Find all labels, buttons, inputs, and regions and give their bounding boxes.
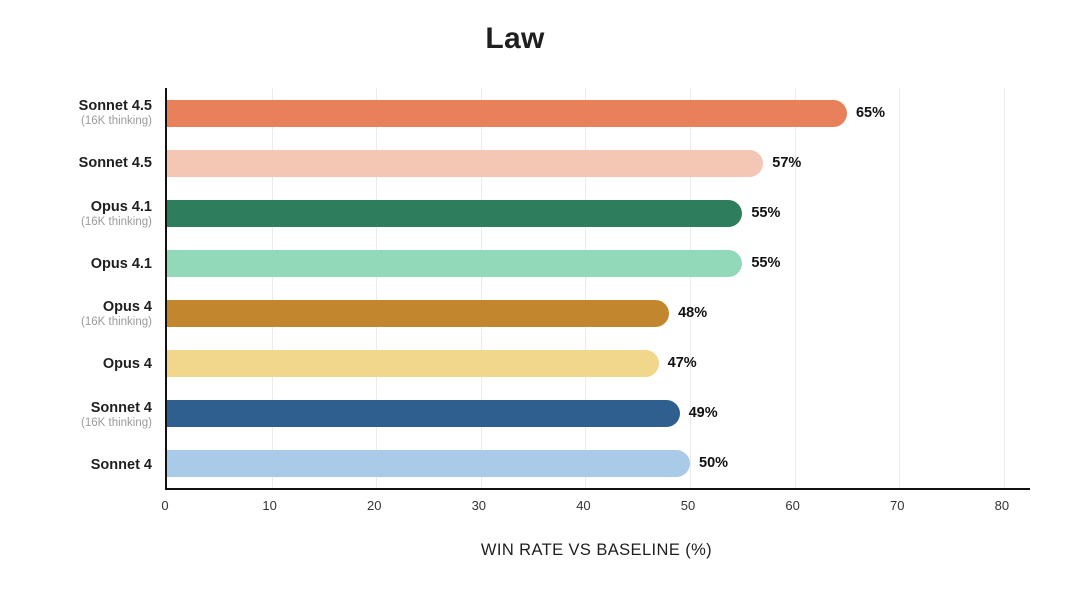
bar-value-label: 48% bbox=[678, 305, 708, 321]
bar-label-row: Sonnet 4.5 (16K thinking) bbox=[0, 88, 165, 138]
gridline bbox=[1003, 88, 1005, 488]
x-tick-label: 30 bbox=[471, 498, 487, 513]
bar-row: 49% bbox=[167, 388, 1030, 438]
x-tick-label: 20 bbox=[366, 498, 382, 513]
bar-row: 55% bbox=[167, 238, 1030, 288]
x-tick-label: 50 bbox=[680, 498, 696, 513]
bar-row: 65% bbox=[167, 88, 1030, 138]
bar-value-label: 65% bbox=[855, 105, 885, 121]
bar-rows: 65% 57% 55% 55% 48% 47% 49% 50% bbox=[167, 88, 1030, 488]
bar-row: 55% bbox=[167, 188, 1030, 238]
bar-row: 48% bbox=[167, 288, 1030, 338]
bar bbox=[167, 349, 659, 377]
plot-area: 65% 57% 55% 55% 48% 47% 49% 50% bbox=[165, 88, 1030, 490]
bar bbox=[167, 299, 670, 327]
bar-label-row: Sonnet 4 (16K thinking) bbox=[0, 390, 165, 440]
bar-label-row: Sonnet 4.5 bbox=[0, 138, 165, 188]
x-tick-label: 60 bbox=[785, 498, 800, 513]
bar-label-row: Opus 4 (16K thinking) bbox=[0, 289, 165, 339]
bar bbox=[167, 99, 847, 127]
bar-value-label: 55% bbox=[751, 205, 781, 221]
gridline bbox=[271, 88, 273, 488]
bar-row: 57% bbox=[167, 138, 1030, 188]
bar-label-row: Sonnet 4 bbox=[0, 440, 165, 490]
gridline bbox=[480, 88, 482, 488]
bar-value-label: 47% bbox=[667, 355, 697, 371]
bar-label: Opus 4.1 bbox=[90, 255, 152, 272]
gridline bbox=[899, 88, 901, 488]
bar-label: Sonnet 4.5 bbox=[78, 155, 152, 172]
bar-label-row: Opus 4.1 bbox=[0, 239, 165, 289]
bar-label-row: Opus 4.1 (16K thinking) bbox=[0, 189, 165, 239]
x-tick-label: 80 bbox=[994, 498, 1010, 513]
bar-sublabel: (16K thinking) bbox=[81, 416, 152, 429]
bar-value-label: 57% bbox=[772, 155, 802, 171]
bar bbox=[167, 249, 743, 277]
bar-row: 47% bbox=[167, 338, 1030, 388]
bar-label: Sonnet 4 bbox=[90, 399, 152, 416]
gridline bbox=[585, 88, 587, 488]
gridline bbox=[690, 88, 692, 488]
x-tick-label: 70 bbox=[890, 498, 905, 513]
gridline bbox=[376, 88, 378, 488]
x-tick-label: 40 bbox=[576, 498, 591, 513]
chart-body: Sonnet 4.5 (16K thinking) Sonnet 4.5 Opus 4… bbox=[0, 88, 1030, 490]
bar-label: Sonnet 4 bbox=[90, 456, 152, 473]
x-axis-label: WIN RATE VS BASELINE (%) bbox=[480, 541, 713, 559]
x-tick-label: 0 bbox=[161, 498, 169, 513]
bar-sublabel: (16K thinking) bbox=[81, 115, 152, 128]
x-ticks: 0 10 20 30 40 50 60 70 80 bbox=[161, 498, 1028, 518]
bar-label-row: Opus 4 bbox=[0, 339, 165, 389]
bar-label: Opus 4.1 bbox=[90, 198, 152, 215]
labels-col: Sonnet 4.5 (16K thinking) Sonnet 4.5 Opus 4… bbox=[0, 88, 165, 490]
bar-value-label: 49% bbox=[688, 405, 718, 421]
bar-sublabel: (16K thinking) bbox=[81, 316, 152, 329]
gridline bbox=[794, 88, 796, 488]
bar-row: 50% bbox=[167, 438, 1030, 488]
bar bbox=[167, 449, 691, 477]
x-tick-label: 10 bbox=[262, 498, 277, 513]
bar bbox=[167, 199, 743, 227]
bar bbox=[167, 149, 764, 177]
bar bbox=[167, 399, 680, 427]
bar-label: Sonnet 4.5 bbox=[78, 98, 152, 115]
bar-label: Opus 4 bbox=[102, 299, 152, 316]
bar-value-label: 50% bbox=[699, 455, 729, 471]
chart-title: Law bbox=[485, 22, 545, 55]
bar-sublabel: (16K thinking) bbox=[81, 215, 152, 228]
bar-label: Opus 4 bbox=[102, 356, 152, 373]
bar-value-label: 55% bbox=[751, 255, 781, 271]
